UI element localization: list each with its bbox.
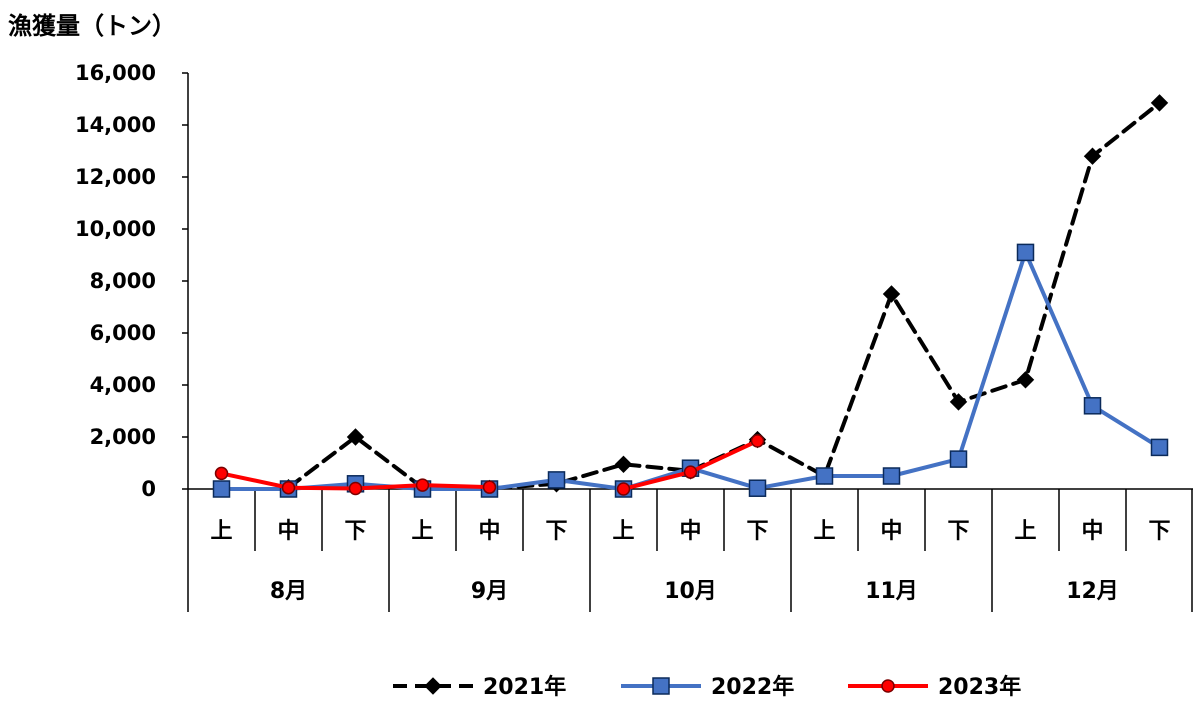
x-tick-label: 中: [1081, 519, 1103, 544]
data-point-2023: [482, 480, 497, 494]
data-point-2023: [750, 434, 765, 448]
x-group-label: 8月: [270, 579, 307, 604]
legend-marker: [881, 679, 895, 693]
y-axis-label: 漁獲量（トン）: [8, 12, 176, 40]
data-point-2022: [1150, 438, 1169, 457]
y-tick-label: 2,000: [90, 425, 156, 449]
x-tick-label: 上: [612, 519, 634, 544]
data-point-2023: [616, 482, 631, 496]
x-tick-label: 上: [813, 519, 835, 544]
data-point-2022: [748, 479, 767, 497]
legend-label: 2023年: [938, 674, 1021, 700]
series-2023: [214, 434, 765, 496]
legend-marker: [652, 677, 670, 695]
x-tick-label: 下: [947, 519, 969, 544]
data-point-2022: [815, 467, 834, 485]
y-axis-ticks: 0 2,000 4,000 6,000 8,000 10,000 12,000 14,000 1…: [75, 61, 188, 501]
x-tick-label: 下: [344, 519, 366, 544]
y-tick-label: 6,000: [90, 321, 156, 345]
data-point-2022: [1016, 243, 1035, 262]
x-tick-label: 下: [1148, 519, 1170, 544]
legend: 2021年 2022年 2023年: [393, 674, 1021, 700]
data-point-2022: [949, 450, 968, 468]
data-point-2021: [1083, 147, 1102, 165]
legend-item-2021: 2021年: [393, 674, 566, 700]
data-point-2021: [949, 393, 968, 411]
x-tick-label: 下: [746, 519, 768, 544]
y-tick-label: 0: [141, 477, 156, 501]
legend-item-2023: 2023年: [848, 674, 1021, 700]
x-tick-label: 中: [478, 519, 500, 544]
data-point-2022: [1083, 397, 1102, 415]
x-group-label: 9月: [471, 579, 508, 604]
legend-item-2022: 2022年: [621, 674, 794, 700]
data-point-2021: [1150, 94, 1169, 112]
legend-label: 2022年: [711, 674, 794, 700]
series-line-2022: [219, 250, 1162, 491]
y-tick-label: 16,000: [75, 61, 156, 85]
series-2021: [279, 94, 1169, 498]
y-tick-label: 4,000: [90, 373, 156, 397]
x-tick-label: 中: [277, 519, 299, 544]
x-tick-label: 中: [679, 519, 701, 544]
series-line-2021: [286, 100, 1162, 491]
x-tick-label: 上: [210, 519, 232, 544]
x-group-label: 10月: [664, 579, 717, 604]
x-tick-label: 上: [411, 519, 433, 544]
data-point-2021: [346, 428, 365, 446]
y-tick-label: 12,000: [75, 165, 156, 189]
data-point-2021: [1016, 371, 1035, 389]
data-point-2022: [882, 467, 901, 485]
data-point-2023: [683, 465, 698, 479]
legend-label: 2021年: [483, 674, 566, 700]
data-point-2023: [281, 480, 296, 495]
series-2022: [212, 243, 1169, 498]
y-tick-label: 8,000: [90, 269, 156, 293]
legend-marker: [424, 677, 442, 695]
data-point-2021: [882, 285, 901, 303]
x-tick-label: 下: [545, 519, 567, 544]
data-point-2023: [348, 481, 363, 496]
x-group-label: 12月: [1066, 579, 1119, 604]
y-tick-label: 10,000: [75, 217, 156, 241]
data-point-2023: [415, 478, 430, 492]
y-tick-label: 14,000: [75, 113, 156, 137]
x-tick-label: 上: [1014, 519, 1036, 544]
data-point-2022: [212, 480, 231, 498]
x-group-label: 11月: [865, 579, 918, 604]
series-layer: [212, 94, 1169, 498]
x-axis-ticks: 上 中 下 上 中 下 上 中 下 上 中 下 上 中 下 8月 9月 10月 11月 12月: [210, 489, 1193, 612]
x-tick-label: 中: [880, 519, 902, 544]
data-point-2021: [614, 455, 633, 474]
data-point-2023: [214, 466, 229, 481]
data-point-2022: [547, 471, 566, 489]
